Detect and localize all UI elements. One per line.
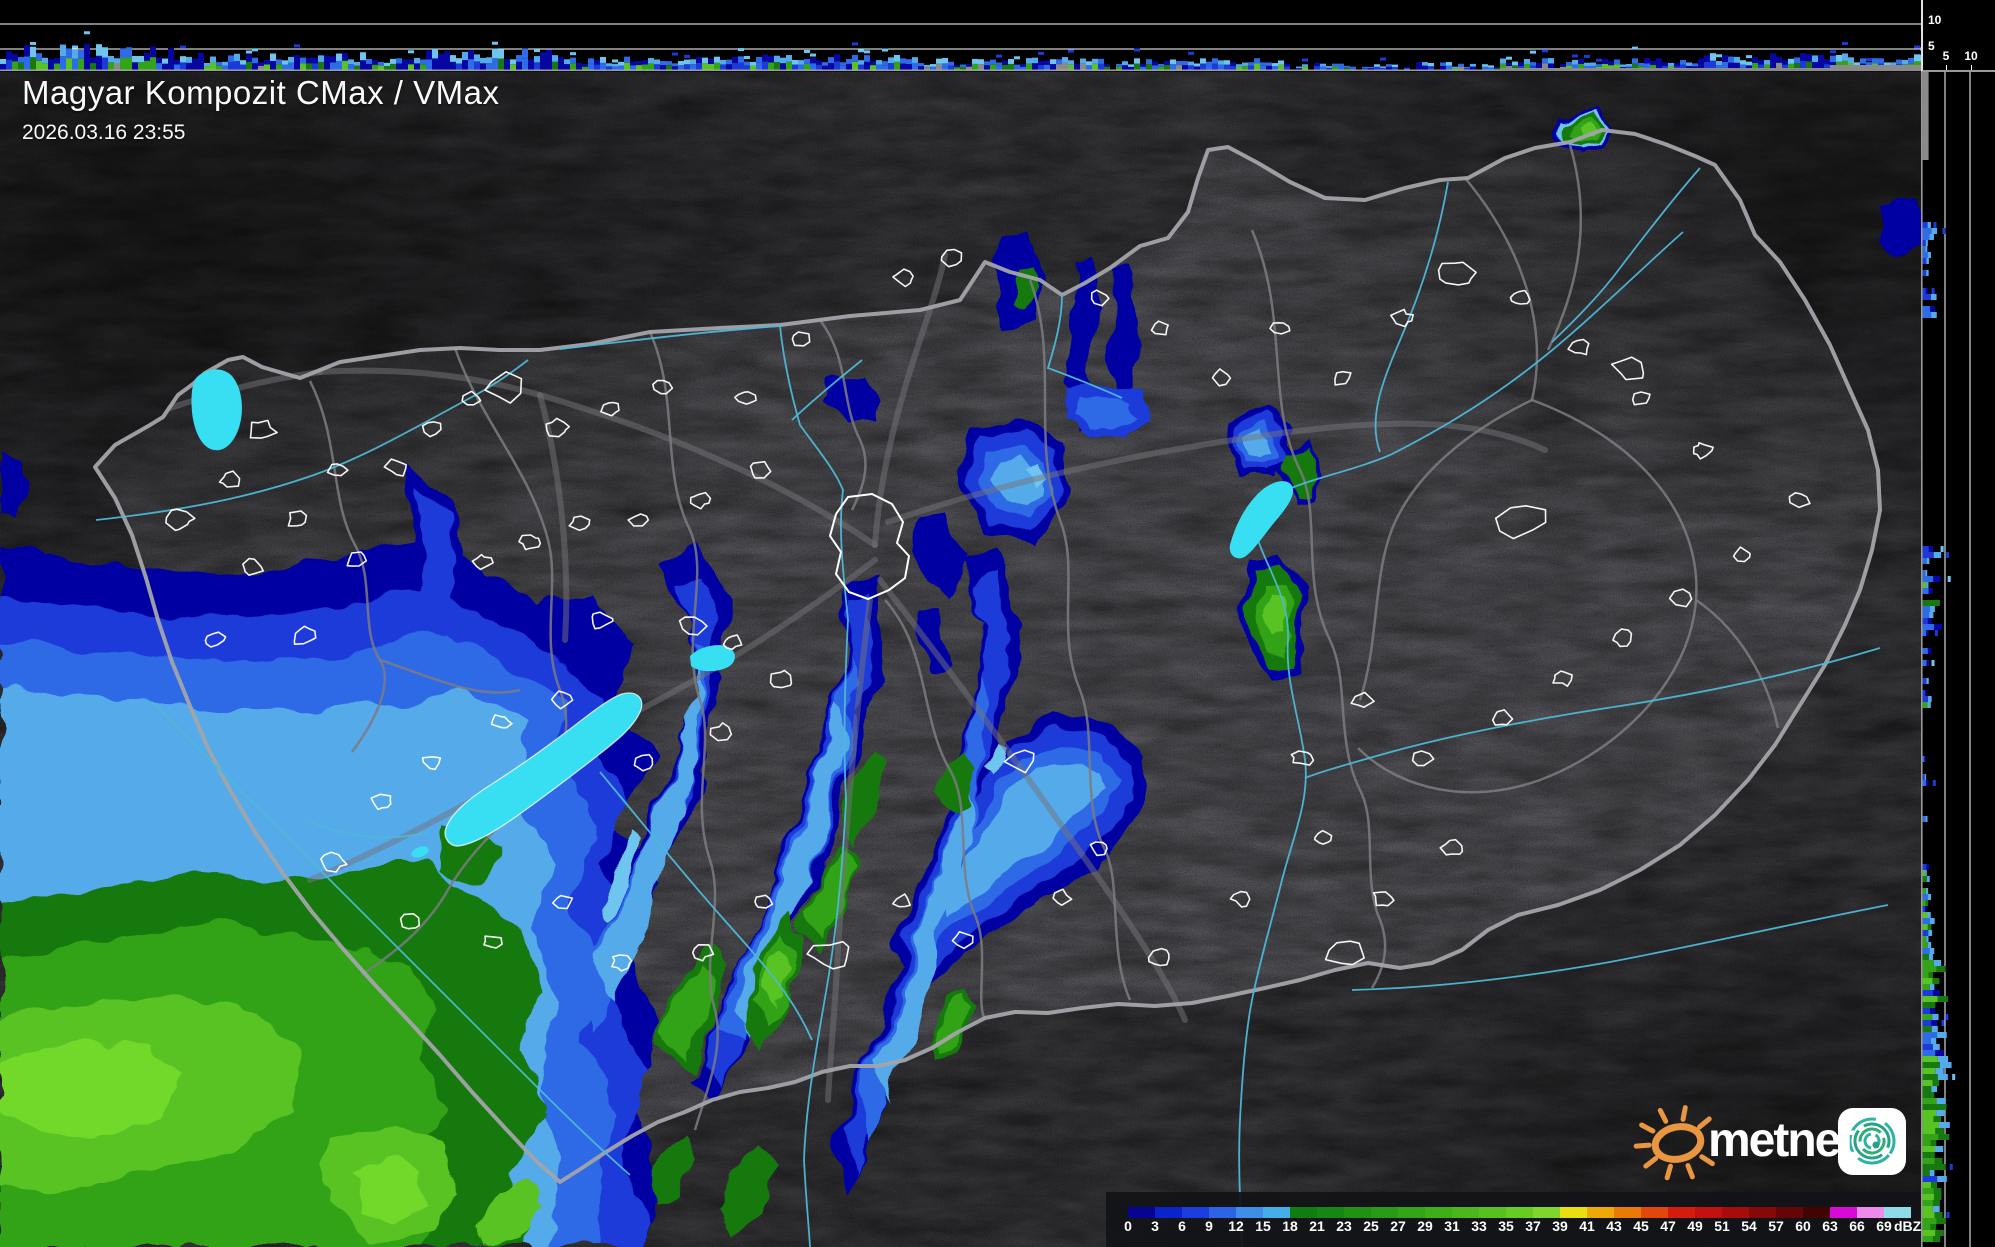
- lakes: [191, 369, 1294, 858]
- right-axis-tick: [1946, 65, 1947, 70]
- scale-cell: [1182, 1207, 1209, 1218]
- scale-cell: [1425, 1207, 1452, 1218]
- scale-tick-label: 31: [1444, 1218, 1460, 1234]
- scale-cell: [1857, 1207, 1884, 1218]
- top-profile-echoes: [0, 31, 1921, 70]
- metnet-logo-text: metnet: [1708, 1114, 1855, 1167]
- scale-tick-label: 54: [1741, 1218, 1757, 1234]
- lake-tisza: [1229, 481, 1294, 559]
- scale-unit-label: dBZ: [1894, 1218, 1922, 1234]
- product-title: Magyar Kompozit CMax / VMax: [22, 74, 500, 111]
- scale-tick-label: 29: [1417, 1218, 1433, 1234]
- scale-cell: [1155, 1207, 1182, 1218]
- budapest-outline: [828, 492, 911, 601]
- scale-cell: [1479, 1207, 1506, 1218]
- top-profile-coverage-bar: [1830, 65, 1921, 71]
- right-axis-tick: [1971, 65, 1972, 70]
- scale-tick-label: 49: [1687, 1218, 1703, 1234]
- scale-cell: [1452, 1207, 1479, 1218]
- scale-tick-label: 12: [1228, 1218, 1244, 1234]
- scale-cell: [1803, 1207, 1830, 1218]
- top-profile-coverage-bar: [1500, 68, 1830, 71]
- scale-tick-label: 6: [1178, 1218, 1186, 1234]
- top-profile-baseline: [0, 69, 1921, 72]
- profile-axis-corner: 10 5 5 10: [1921, 0, 1995, 72]
- scale-tick-label: 27: [1390, 1218, 1406, 1234]
- scale-cell: [1236, 1207, 1263, 1218]
- metnet-app-icon: [1838, 1108, 1906, 1175]
- right-axis-label-5: 5: [1942, 49, 1950, 63]
- top-axis-label-10: 10: [1928, 13, 1942, 27]
- scale-tick-label: 33: [1471, 1218, 1487, 1234]
- precipitation-echoes: [0, 110, 1918, 1247]
- radar-map: [0, 72, 1921, 1247]
- scale-tick-label: 21: [1309, 1218, 1325, 1234]
- scale-tick-label: 18: [1282, 1218, 1298, 1234]
- sun-icon: [1633, 1105, 1715, 1181]
- scale-tick-label: 69: [1876, 1218, 1892, 1234]
- scale-cell: [1344, 1207, 1371, 1218]
- county-borders: [308, 144, 1780, 1131]
- scale-cell: [1830, 1207, 1857, 1218]
- country-border: [93, 128, 1882, 1184]
- right-profile-coverage-bar: [1922, 72, 1929, 160]
- scale-tick-label: 0: [1124, 1218, 1132, 1234]
- scale-cell: [1614, 1207, 1641, 1218]
- scale-cell: [1533, 1207, 1560, 1218]
- radar-map-canvas: [0, 72, 1921, 1247]
- scale-tick-label: 45: [1633, 1218, 1649, 1234]
- top-vertical-profile: [0, 0, 1921, 72]
- scale-cell: [1884, 1207, 1911, 1218]
- scale-tick-label: 35: [1498, 1218, 1514, 1234]
- product-timestamp: 2026.03.16 23:55: [22, 121, 186, 144]
- city-outlines: [165, 248, 1811, 972]
- scale-cell: [1290, 1207, 1317, 1218]
- right-profile-echoes: [1922, 222, 1956, 1242]
- scale-cell: [1371, 1207, 1398, 1218]
- scale-cell: [1506, 1207, 1533, 1218]
- scale-tick-label: 43: [1606, 1218, 1622, 1234]
- scale-cell: [1776, 1207, 1803, 1218]
- scale-tick-label: 66: [1849, 1218, 1865, 1234]
- top-axis-label-5: 5: [1928, 39, 1935, 53]
- lake-balaton: [444, 692, 643, 847]
- scale-tick-label: 23: [1336, 1218, 1352, 1234]
- scale-cell: [1722, 1207, 1749, 1218]
- scale-cell: [1695, 1207, 1722, 1218]
- river-lines: [95, 167, 1889, 1247]
- scale-tick-label: 9: [1205, 1218, 1213, 1234]
- reflectivity-scale: dBZ 0 3 6 9 12 15 18 21 23 25 27 29 31 33 35 37 39 41 43 45…: [1106, 1192, 1921, 1247]
- scale-tick-label: 41: [1579, 1218, 1595, 1234]
- lake-ferto: [191, 369, 242, 451]
- scale-cell: [1749, 1207, 1776, 1218]
- scale-tick-label: 15: [1255, 1218, 1271, 1234]
- branding: metnet: [1630, 1095, 1940, 1195]
- scale-cell: [1560, 1207, 1587, 1218]
- scale-cell: [1128, 1207, 1155, 1218]
- scale-tick-label: 39: [1552, 1218, 1568, 1234]
- title-block: Magyar Kompozit CMax / VMax 2026.03.16 2…: [22, 74, 499, 145]
- scale-cell: [1317, 1207, 1344, 1218]
- scale-tick-label: 51: [1714, 1218, 1730, 1234]
- right-profile-baseline: [1921, 72, 1923, 1247]
- scale-tick-label: 63: [1822, 1218, 1838, 1234]
- scale-tick-label: 3: [1151, 1218, 1159, 1234]
- scale-cell: [1209, 1207, 1236, 1218]
- lake-velence: [690, 645, 735, 672]
- scale-cell: [1263, 1207, 1290, 1218]
- scale-tick-label: 57: [1768, 1218, 1784, 1234]
- scale-cell: [1587, 1207, 1614, 1218]
- scale-tick-label: 25: [1363, 1218, 1379, 1234]
- scale-cell: [1641, 1207, 1668, 1218]
- scale-tick-label: 47: [1660, 1218, 1676, 1234]
- scale-tick-label: 60: [1795, 1218, 1811, 1234]
- scale-cell: [1398, 1207, 1425, 1218]
- right-axis-label-10: 10: [1964, 49, 1978, 63]
- scale-tick-label: 37: [1525, 1218, 1541, 1234]
- scale-cell: [1668, 1207, 1695, 1218]
- right-vertical-profile: [1921, 72, 1995, 1247]
